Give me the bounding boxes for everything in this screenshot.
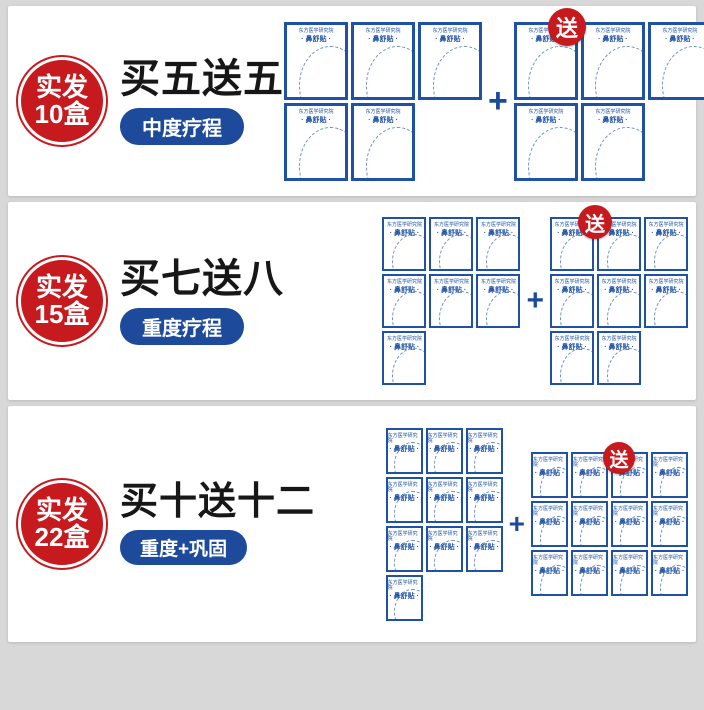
product-box: 东方医学研究院· 鼻舒贴 · <box>597 274 641 328</box>
plus-icon: + <box>509 508 525 540</box>
box-cluster: 东方医学研究院· 鼻舒贴 ·东方医学研究院· 鼻舒贴 ·东方医学研究院· 鼻舒贴… <box>550 217 688 385</box>
box-cluster: 东方医学研究院· 鼻舒贴 ·东方医学研究院· 鼻舒贴 ·东方医学研究院· 鼻舒贴… <box>514 22 704 181</box>
boxes-area: 东方医学研究院· 鼻舒贴 ·东方医学研究院· 鼻舒贴 ·东方医学研究院· 鼻舒贴… <box>315 428 688 621</box>
box-cluster: 东方医学研究院· 鼻舒贴 ·东方医学研究院· 鼻舒贴 ·东方医学研究院· 鼻舒贴… <box>382 217 520 385</box>
course-pill: 重度疗程 <box>120 308 244 345</box>
product-box: 东方医学研究院· 鼻舒贴 · <box>648 22 704 100</box>
box-cluster: 东方医学研究院· 鼻舒贴 ·东方医学研究院· 鼻舒贴 ·东方医学研究院· 鼻舒贴… <box>284 22 482 181</box>
gift-badge: 送 <box>548 8 586 46</box>
gift-cluster-wrap: 送东方医学研究院· 鼻舒贴 ·东方医学研究院· 鼻舒贴 ·东方医学研究院· 鼻舒… <box>531 452 688 596</box>
product-box: 东方医学研究院· 鼻舒贴 · <box>550 331 594 385</box>
product-box: 东方医学研究院· 鼻舒贴 · <box>571 550 608 596</box>
product-box: 东方医学研究院· 鼻舒贴 · <box>429 274 473 328</box>
product-box: 东方医学研究院· 鼻舒贴 · <box>466 477 503 523</box>
course-pill: 重度+巩固 <box>120 530 247 565</box>
gift-badge: 送 <box>578 205 612 239</box>
product-box: 东方医学研究院· 鼻舒贴 · <box>429 217 473 271</box>
product-box: 东方医学研究院· 鼻舒贴 · <box>644 274 688 328</box>
quantity-badge: 实发15盒 <box>18 257 106 345</box>
product-box: 东方医学研究院· 鼻舒贴 · <box>351 103 415 181</box>
offer-panel: 实发22盒买十送十二重度+巩固东方医学研究院· 鼻舒贴 ·东方医学研究院· 鼻舒… <box>8 406 696 642</box>
product-box: 东方医学研究院· 鼻舒贴 · <box>284 22 348 100</box>
offer-headline: 买五送五 <box>120 58 284 100</box>
product-box: 东方医学研究院· 鼻舒贴 · <box>581 103 645 181</box>
gift-cluster-wrap: 送东方医学研究院· 鼻舒贴 ·东方医学研究院· 鼻舒贴 ·东方医学研究院· 鼻舒… <box>550 217 688 385</box>
product-box: 东方医学研究院· 鼻舒贴 · <box>418 22 482 100</box>
offer-panel: 实发10盒买五送五中度疗程东方医学研究院· 鼻舒贴 ·东方医学研究院· 鼻舒贴 … <box>8 6 696 196</box>
product-box: 东方医学研究院· 鼻舒贴 · <box>426 428 463 474</box>
offer-text: 买七送八重度疗程 <box>120 258 284 345</box>
boxes-area: 东方医学研究院· 鼻舒贴 ·东方医学研究院· 鼻舒贴 ·东方医学研究院· 鼻舒贴… <box>284 22 704 181</box>
product-box: 东方医学研究院· 鼻舒贴 · <box>476 274 520 328</box>
product-box: 东方医学研究院· 鼻舒贴 · <box>466 526 503 572</box>
product-box: 东方医学研究院· 鼻舒贴 · <box>531 452 568 498</box>
product-box: 东方医学研究院· 鼻舒贴 · <box>386 428 423 474</box>
product-box: 东方医学研究院· 鼻舒贴 · <box>426 477 463 523</box>
product-box: 东方医学研究院· 鼻舒贴 · <box>386 477 423 523</box>
product-box: 东方医学研究院· 鼻舒贴 · <box>284 103 348 181</box>
product-box: 东方医学研究院· 鼻舒贴 · <box>651 550 688 596</box>
offer-text: 买十送十二重度+巩固 <box>120 483 315 566</box>
product-box: 东方医学研究院· 鼻舒贴 · <box>581 22 645 100</box>
badge-line2: 22盒 <box>35 524 90 551</box>
badge-line2: 15盒 <box>35 301 90 328</box>
quantity-badge: 实发22盒 <box>18 480 106 568</box>
product-box: 东方医学研究院· 鼻舒贴 · <box>651 452 688 498</box>
box-cluster: 东方医学研究院· 鼻舒贴 ·东方医学研究院· 鼻舒贴 ·东方医学研究院· 鼻舒贴… <box>531 452 688 596</box>
product-box: 东方医学研究院· 鼻舒贴 · <box>611 501 648 547</box>
product-box: 东方医学研究院· 鼻舒贴 · <box>531 550 568 596</box>
product-box: 东方医学研究院· 鼻舒贴 · <box>611 550 648 596</box>
boxes-area: 东方医学研究院· 鼻舒贴 ·东方医学研究院· 鼻舒贴 ·东方医学研究院· 鼻舒贴… <box>284 217 688 385</box>
badge-line1: 实发 <box>36 74 88 101</box>
badge-line2: 10盒 <box>35 101 90 128</box>
offer-headline: 买七送八 <box>120 258 284 300</box>
product-box: 东方医学研究院· 鼻舒贴 · <box>514 103 578 181</box>
gift-cluster-wrap: 送东方医学研究院· 鼻舒贴 ·东方医学研究院· 鼻舒贴 ·东方医学研究院· 鼻舒… <box>514 22 704 181</box>
product-box: 东方医学研究院· 鼻舒贴 · <box>382 217 426 271</box>
offer-panel: 实发15盒买七送八重度疗程东方医学研究院· 鼻舒贴 ·东方医学研究院· 鼻舒贴 … <box>8 202 696 400</box>
product-box: 东方医学研究院· 鼻舒贴 · <box>351 22 415 100</box>
product-box: 东方医学研究院· 鼻舒贴 · <box>386 575 423 621</box>
product-box: 东方医学研究院· 鼻舒贴 · <box>476 217 520 271</box>
course-pill: 中度疗程 <box>120 108 244 145</box>
product-box: 东方医学研究院· 鼻舒贴 · <box>644 217 688 271</box>
product-box: 东方医学研究院· 鼻舒贴 · <box>426 526 463 572</box>
product-box: 东方医学研究院· 鼻舒贴 · <box>382 274 426 328</box>
product-box: 东方医学研究院· 鼻舒贴 · <box>466 428 503 474</box>
gift-badge: 送 <box>603 442 635 474</box>
badge-line1: 实发 <box>36 274 88 301</box>
quantity-badge: 实发10盒 <box>18 57 106 145</box>
badge-line1: 实发 <box>36 497 88 524</box>
box-cluster: 东方医学研究院· 鼻舒贴 ·东方医学研究院· 鼻舒贴 ·东方医学研究院· 鼻舒贴… <box>386 428 503 621</box>
product-box: 东方医学研究院· 鼻舒贴 · <box>597 331 641 385</box>
plus-icon: + <box>526 284 544 318</box>
product-box: 东方医学研究院· 鼻舒贴 · <box>550 274 594 328</box>
product-box: 东方医学研究院· 鼻舒贴 · <box>382 331 426 385</box>
product-box: 东方医学研究院· 鼻舒贴 · <box>386 526 423 572</box>
plus-icon: + <box>488 82 508 121</box>
product-box: 东方医学研究院· 鼻舒贴 · <box>531 501 568 547</box>
product-box: 东方医学研究院· 鼻舒贴 · <box>651 501 688 547</box>
product-box: 东方医学研究院· 鼻舒贴 · <box>571 501 608 547</box>
offer-text: 买五送五中度疗程 <box>120 58 284 145</box>
offer-headline: 买十送十二 <box>120 483 315 523</box>
